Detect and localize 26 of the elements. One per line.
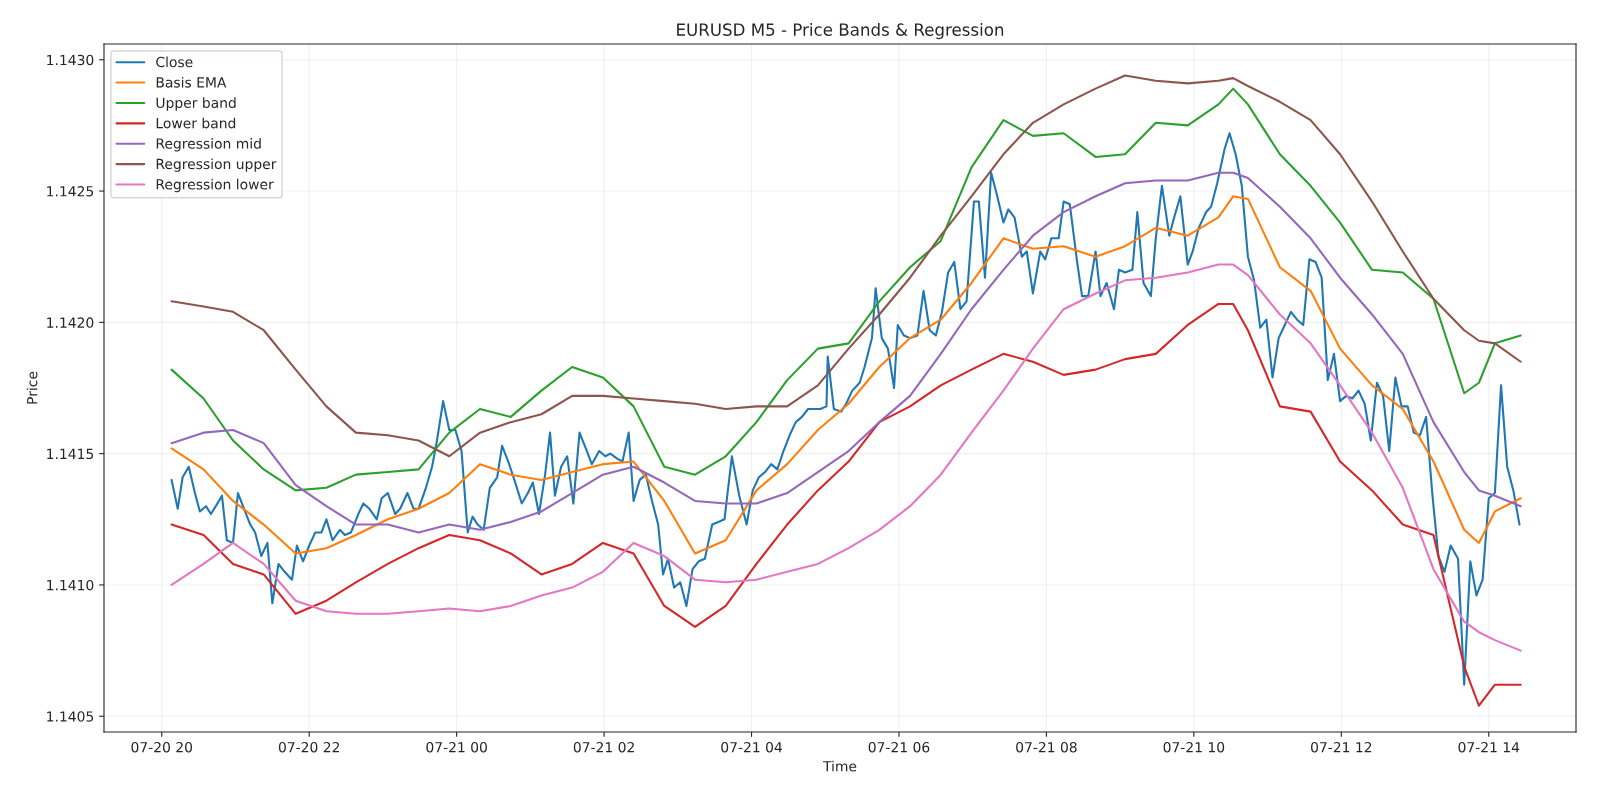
x-axis-title: Time <box>822 760 857 772</box>
legend-label: Regression upper <box>156 158 277 172</box>
legend-label: Lower band <box>156 117 236 129</box>
y-tick-label: 1.1420 <box>47 317 94 328</box>
y-tick-label: 1.1405 <box>47 711 94 722</box>
x-tick-label: 07-20 20 <box>131 741 193 753</box>
y-axis-title: Price <box>26 371 38 404</box>
y-tick-label: 1.1410 <box>47 579 94 591</box>
x-tick-label: 07-21 14 <box>1458 741 1520 753</box>
legend-label: Regression mid <box>156 138 261 152</box>
x-tick-label: 07-21 12 <box>1311 741 1372 753</box>
legend-label: Regression lower <box>156 178 274 193</box>
x-tick-label: 07-21 00 <box>426 741 487 753</box>
x-tick-label: 07-21 06 <box>868 741 930 753</box>
x-tick-label: 07-21 10 <box>1163 741 1225 753</box>
legend-label: Basis EMA <box>156 76 227 88</box>
chart-title: EURUSD M5 - Price Bands & Regression <box>677 23 1004 40</box>
y-tick-label: 1.1415 <box>47 448 94 460</box>
x-tick-label: 07-20 22 <box>278 741 340 753</box>
x-tick-label: 07-21 04 <box>721 741 782 753</box>
legend-label: Upper band <box>156 97 236 111</box>
legend-label: Close <box>156 56 193 68</box>
x-tick-label: 07-21 02 <box>573 741 634 753</box>
y-tick-label: 1.1425 <box>47 186 94 197</box>
y-tick-label: 1.1430 <box>47 54 94 66</box>
x-tick-label: 07-21 08 <box>1016 741 1077 753</box>
